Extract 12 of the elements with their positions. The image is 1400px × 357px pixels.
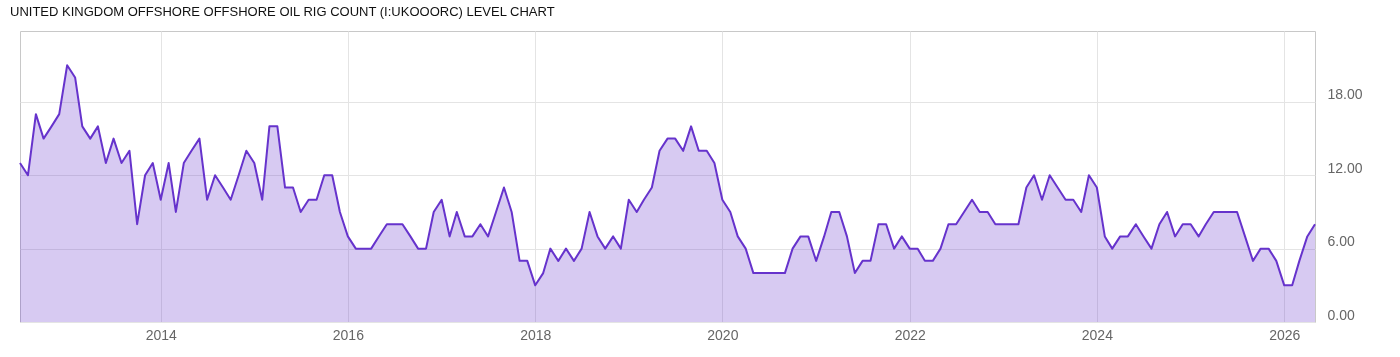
y-tick-label: 12.00 bbox=[1327, 159, 1363, 176]
y-tick-label: 6.00 bbox=[1327, 233, 1355, 250]
x-tick-label: 2016 bbox=[332, 326, 365, 343]
x-tick-label: 2026 bbox=[1269, 326, 1301, 343]
x-tick-label: 2024 bbox=[1081, 326, 1114, 343]
x-tick-label: 2022 bbox=[894, 326, 927, 343]
x-tick-label: 2020 bbox=[707, 326, 739, 343]
x-tick-label: 2014 bbox=[145, 326, 178, 343]
y-tick-label: 0.00 bbox=[1327, 306, 1355, 323]
chart-title: UNITED KINGDOM OFFSHORE OFFSHORE OIL RIG COUNT (I:UKOOORC) LEVEL CHART bbox=[10, 4, 555, 19]
y-tick-label: 18.00 bbox=[1327, 86, 1363, 103]
x-tick-label: 2018 bbox=[520, 326, 552, 343]
